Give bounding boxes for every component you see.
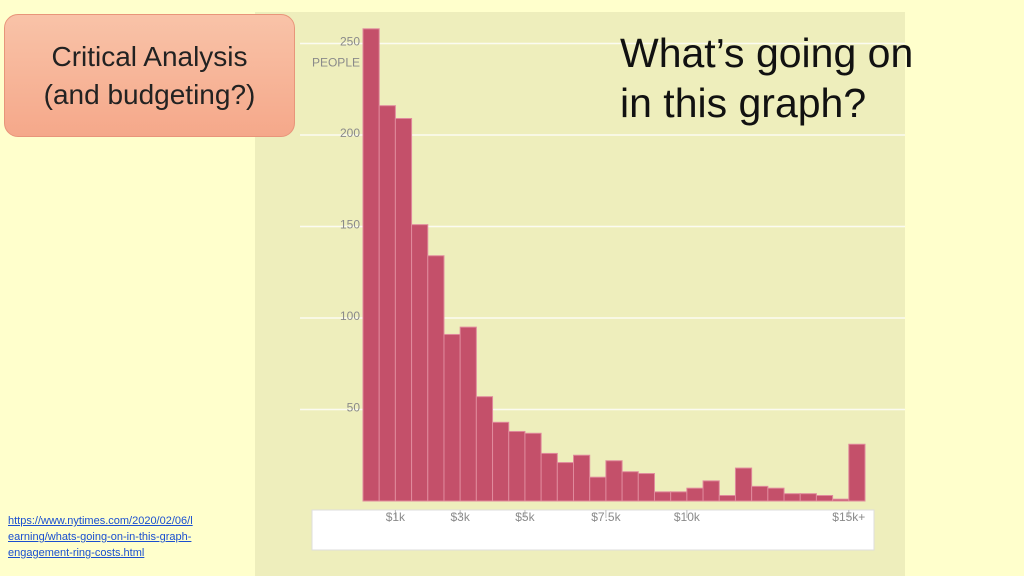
bar (362, 28, 380, 502)
bar (670, 491, 688, 502)
bar (653, 491, 672, 502)
bar (573, 454, 591, 502)
link-line[interactable]: engagement-ring-costs.html (8, 547, 145, 559)
y-tick-label: 50 (347, 401, 361, 415)
bar (540, 452, 558, 502)
link-line[interactable]: https://www.nytimes.com/2020/02/06/l (8, 515, 193, 527)
bar (734, 467, 753, 502)
bar (605, 460, 623, 502)
y-axis-label: PEOPLE (312, 56, 360, 70)
bar (799, 493, 817, 502)
bar (832, 498, 850, 502)
bar (492, 421, 510, 502)
link-line[interactable]: earning/whats-going-on-in-this-graph- (8, 531, 192, 543)
y-tick-label: 100 (340, 309, 360, 323)
bar (848, 443, 866, 502)
bar (459, 326, 477, 502)
heading: What’s going on in this graph? (620, 28, 913, 128)
y-tick-label: 250 (340, 35, 360, 49)
heading-line: in this graph? (620, 80, 867, 126)
source-link[interactable]: https://www.nytimes.com/2020/02/06/l ear… (8, 513, 193, 561)
y-tick-label: 200 (340, 126, 360, 140)
x-tick-label: $10k (674, 510, 701, 524)
bar (556, 462, 575, 502)
bar (524, 432, 542, 502)
bar (378, 105, 396, 502)
bar (686, 487, 704, 502)
bar (443, 333, 461, 502)
badge-line: (and budgeting?) (43, 78, 256, 110)
y-tick-label: 150 (340, 218, 360, 232)
x-tick-label: $1k (386, 510, 406, 524)
bar (767, 487, 785, 502)
bar (783, 493, 801, 502)
bar (589, 476, 607, 502)
heading-line: What’s going on (620, 30, 914, 76)
x-tick-label: $7.5k (591, 510, 621, 524)
badge-line: Critical Analysis (51, 40, 248, 72)
bar (637, 473, 655, 502)
x-tick-label: $15k+ (832, 510, 865, 524)
x-axis-strip (311, 509, 875, 551)
bar (411, 224, 429, 502)
bar (718, 495, 736, 502)
bar (751, 485, 769, 502)
bar (702, 480, 720, 502)
x-tick-label: $5k (515, 510, 535, 524)
x-tick-label: $3k (450, 510, 470, 524)
bar (621, 471, 639, 502)
bar (394, 117, 413, 502)
bar (815, 495, 834, 502)
bar (475, 396, 494, 502)
bar (427, 255, 445, 502)
bar (508, 430, 526, 502)
section-badge: Critical Analysis (and budgeting?) (4, 14, 295, 137)
